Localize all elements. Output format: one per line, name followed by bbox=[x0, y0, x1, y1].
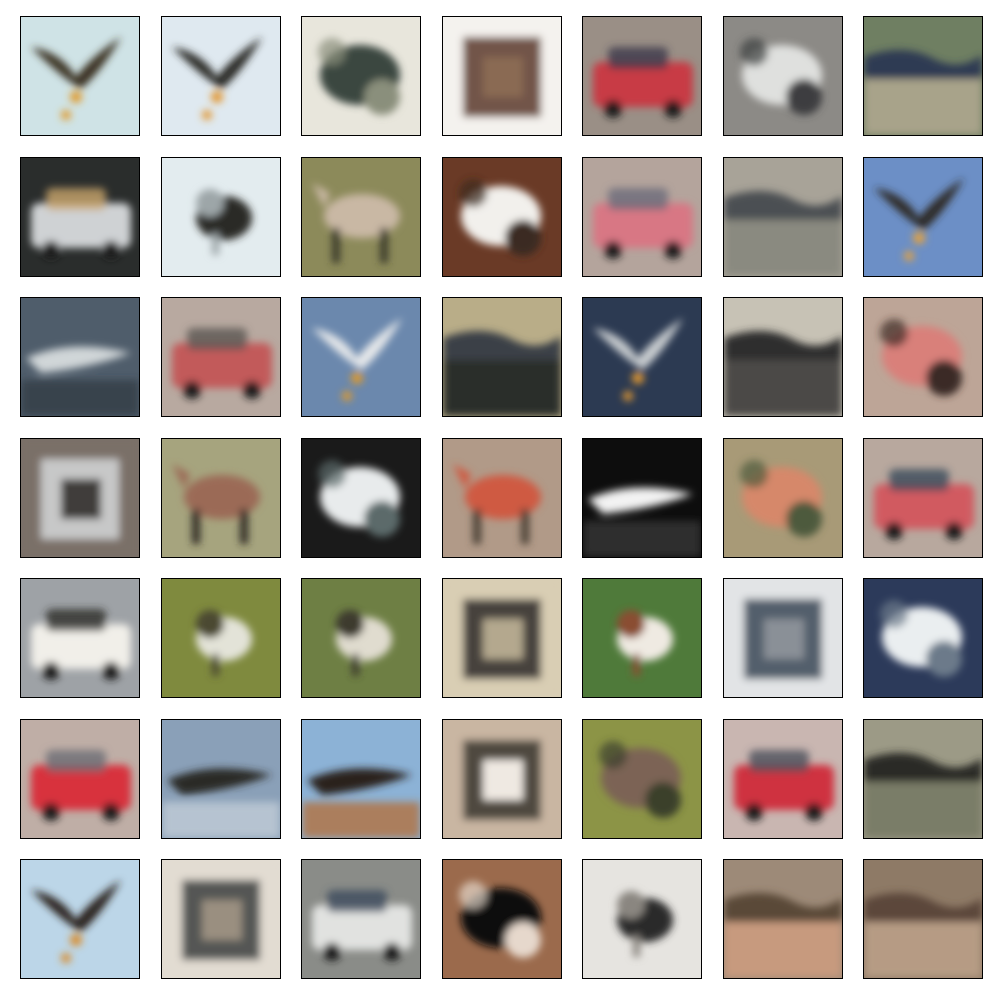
sample-image bbox=[443, 439, 561, 557]
sample-image bbox=[162, 158, 280, 276]
sample-image-tile bbox=[442, 157, 562, 277]
sample-image-tile bbox=[582, 438, 702, 558]
sample-image-tile bbox=[442, 16, 562, 136]
sample-image-tile bbox=[301, 578, 421, 698]
sample-image bbox=[21, 298, 139, 416]
sample-image-tile bbox=[442, 859, 562, 979]
sample-image bbox=[724, 439, 842, 557]
sample-image-tile bbox=[301, 16, 421, 136]
sample-image bbox=[724, 860, 842, 978]
sample-image bbox=[864, 439, 982, 557]
sample-image-tile bbox=[723, 719, 843, 839]
sample-image bbox=[583, 860, 701, 978]
sample-image-tile bbox=[161, 859, 281, 979]
sample-image bbox=[443, 579, 561, 697]
sample-image-tile bbox=[301, 859, 421, 979]
sample-image bbox=[443, 860, 561, 978]
sample-image-tile bbox=[20, 578, 140, 698]
sample-image bbox=[583, 720, 701, 838]
sample-image bbox=[583, 439, 701, 557]
sample-image bbox=[864, 720, 982, 838]
sample-image-tile bbox=[723, 438, 843, 558]
sample-image-tile bbox=[20, 438, 140, 558]
sample-image-tile bbox=[161, 16, 281, 136]
sample-image bbox=[583, 579, 701, 697]
sample-image-tile bbox=[582, 297, 702, 417]
sample-image-tile bbox=[863, 16, 983, 136]
sample-image bbox=[864, 860, 982, 978]
sample-image-tile bbox=[442, 438, 562, 558]
sample-image-tile bbox=[161, 719, 281, 839]
sample-image-tile bbox=[723, 578, 843, 698]
sample-image-tile bbox=[161, 157, 281, 277]
sample-image bbox=[443, 17, 561, 135]
sample-image bbox=[162, 439, 280, 557]
sample-image-tile bbox=[20, 297, 140, 417]
sample-image-tile bbox=[863, 297, 983, 417]
sample-image-tile bbox=[442, 578, 562, 698]
sample-image bbox=[302, 860, 420, 978]
sample-image-tile bbox=[301, 297, 421, 417]
sample-image bbox=[443, 720, 561, 838]
sample-image-tile bbox=[301, 438, 421, 558]
sample-image-tile bbox=[863, 719, 983, 839]
sample-image bbox=[583, 298, 701, 416]
sample-image-tile bbox=[301, 157, 421, 277]
sample-image bbox=[864, 158, 982, 276]
sample-image-tile bbox=[723, 157, 843, 277]
sample-image-tile bbox=[582, 578, 702, 698]
sample-image-tile bbox=[20, 16, 140, 136]
sample-image-tile bbox=[20, 859, 140, 979]
sample-image bbox=[162, 17, 280, 135]
sample-image-tile bbox=[723, 16, 843, 136]
sample-image-tile bbox=[301, 719, 421, 839]
sample-image-tile bbox=[161, 297, 281, 417]
sample-image bbox=[443, 298, 561, 416]
sample-image bbox=[583, 17, 701, 135]
sample-image bbox=[162, 579, 280, 697]
sample-image-tile bbox=[863, 157, 983, 277]
sample-image bbox=[724, 298, 842, 416]
sample-image-tile bbox=[723, 297, 843, 417]
sample-image bbox=[21, 17, 139, 135]
sample-image-tile bbox=[582, 859, 702, 979]
sample-image bbox=[724, 579, 842, 697]
sample-image-tile bbox=[863, 438, 983, 558]
sample-image bbox=[21, 720, 139, 838]
sample-image bbox=[724, 17, 842, 135]
sample-image bbox=[302, 579, 420, 697]
sample-image-tile bbox=[863, 578, 983, 698]
sample-image bbox=[302, 17, 420, 135]
sample-image bbox=[864, 579, 982, 697]
sample-image bbox=[21, 158, 139, 276]
sample-image bbox=[21, 860, 139, 978]
sample-image bbox=[864, 17, 982, 135]
sample-image bbox=[162, 720, 280, 838]
sample-image-tile bbox=[161, 438, 281, 558]
sample-image-tile bbox=[20, 157, 140, 277]
sample-image bbox=[864, 298, 982, 416]
sample-image-tile bbox=[582, 157, 702, 277]
sample-image bbox=[302, 720, 420, 838]
sample-image bbox=[302, 439, 420, 557]
sample-image-tile bbox=[582, 719, 702, 839]
sample-image-tile bbox=[20, 719, 140, 839]
sample-image-tile bbox=[863, 859, 983, 979]
sample-image bbox=[162, 298, 280, 416]
sample-image-tile bbox=[442, 297, 562, 417]
sample-image bbox=[162, 860, 280, 978]
sample-image-tile bbox=[442, 719, 562, 839]
sample-image-tile bbox=[582, 16, 702, 136]
sample-image bbox=[21, 439, 139, 557]
sample-image bbox=[302, 298, 420, 416]
sample-image bbox=[583, 158, 701, 276]
sample-image bbox=[302, 158, 420, 276]
sample-image-tile bbox=[161, 578, 281, 698]
sample-image bbox=[724, 720, 842, 838]
sample-image bbox=[21, 579, 139, 697]
sample-image bbox=[724, 158, 842, 276]
sample-image-tile bbox=[723, 859, 843, 979]
sample-image bbox=[443, 158, 561, 276]
